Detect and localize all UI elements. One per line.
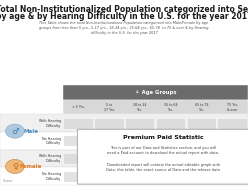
Bar (188, 137, 216, 146)
Text: < 5 Yrs.: < 5 Yrs. (72, 105, 85, 109)
Text: This is part of our Data and Statistics section, and you will
need a Paid accoun: This is part of our Data and Statistics … (107, 146, 219, 155)
Text: 75 Yrs.
& over: 75 Yrs. & over (227, 103, 238, 112)
Text: 65 to 74
Yrs.: 65 to 74 Yrs. (195, 103, 209, 112)
Circle shape (5, 124, 24, 138)
Bar (95, 119, 124, 129)
Bar (218, 137, 247, 146)
Bar (218, 154, 247, 164)
Bar (0, 167, 248, 185)
Bar (218, 172, 247, 182)
Text: Source:: Source: (2, 179, 14, 183)
Bar (188, 154, 216, 164)
Bar (126, 154, 154, 164)
Circle shape (5, 159, 24, 174)
Bar (0, 114, 248, 132)
Text: Downloaded report will contain the actual editable graph with
Data, this table, : Downloaded report will contain the actua… (106, 163, 220, 172)
Bar (157, 172, 185, 182)
Bar (64, 137, 93, 146)
Text: Premium Paid Statistic: Premium Paid Statistic (123, 135, 204, 140)
Text: ⚘ Age Groups: ⚘ Age Groups (135, 90, 176, 95)
Text: Male: Male (24, 129, 38, 134)
Text: No Hearing
Difficulty: No Hearing Difficulty (42, 137, 61, 145)
Bar (95, 172, 124, 182)
Bar (64, 172, 93, 182)
Bar (188, 119, 216, 129)
Text: Female: Female (20, 164, 42, 169)
Bar (126, 137, 154, 146)
FancyBboxPatch shape (77, 129, 248, 184)
Bar (0, 150, 248, 167)
Text: 5 to
17 Yrs.: 5 to 17 Yrs. (104, 103, 115, 112)
Bar (64, 154, 93, 164)
Bar (63, 100, 248, 114)
Bar (95, 137, 124, 146)
Bar (188, 172, 216, 182)
Text: Total Non-Institutionalized Population categorized into Sex: Total Non-Institutionalized Population c… (0, 5, 248, 14)
Bar (0, 132, 248, 150)
Text: ♂: ♂ (11, 127, 19, 136)
Text: With Hearing
Difficulty: With Hearing Difficulty (39, 154, 61, 163)
Bar (157, 119, 185, 129)
Bar (63, 85, 248, 100)
Bar (218, 119, 247, 129)
Bar (95, 154, 124, 164)
Text: 18 to 34
Yrs.: 18 to 34 Yrs. (133, 103, 147, 112)
Text: This Table shows the total Non-Institutionalized Population categorized into Mal: This Table shows the total Non-Instituti… (39, 21, 209, 36)
Text: With Hearing
Difficulty: With Hearing Difficulty (39, 119, 61, 128)
Bar (126, 172, 154, 182)
Text: ♀: ♀ (12, 162, 18, 171)
Bar (64, 119, 93, 129)
Text: by age & by Hearing Difficulty in the U.S. for the year 2017: by age & by Hearing Difficulty in the U.… (0, 12, 248, 21)
Bar (157, 154, 185, 164)
Text: No Hearing
Difficulty: No Hearing Difficulty (42, 172, 61, 181)
Bar (126, 119, 154, 129)
Text: 35 to 64
Yrs.: 35 to 64 Yrs. (164, 103, 178, 112)
Bar (157, 137, 185, 146)
